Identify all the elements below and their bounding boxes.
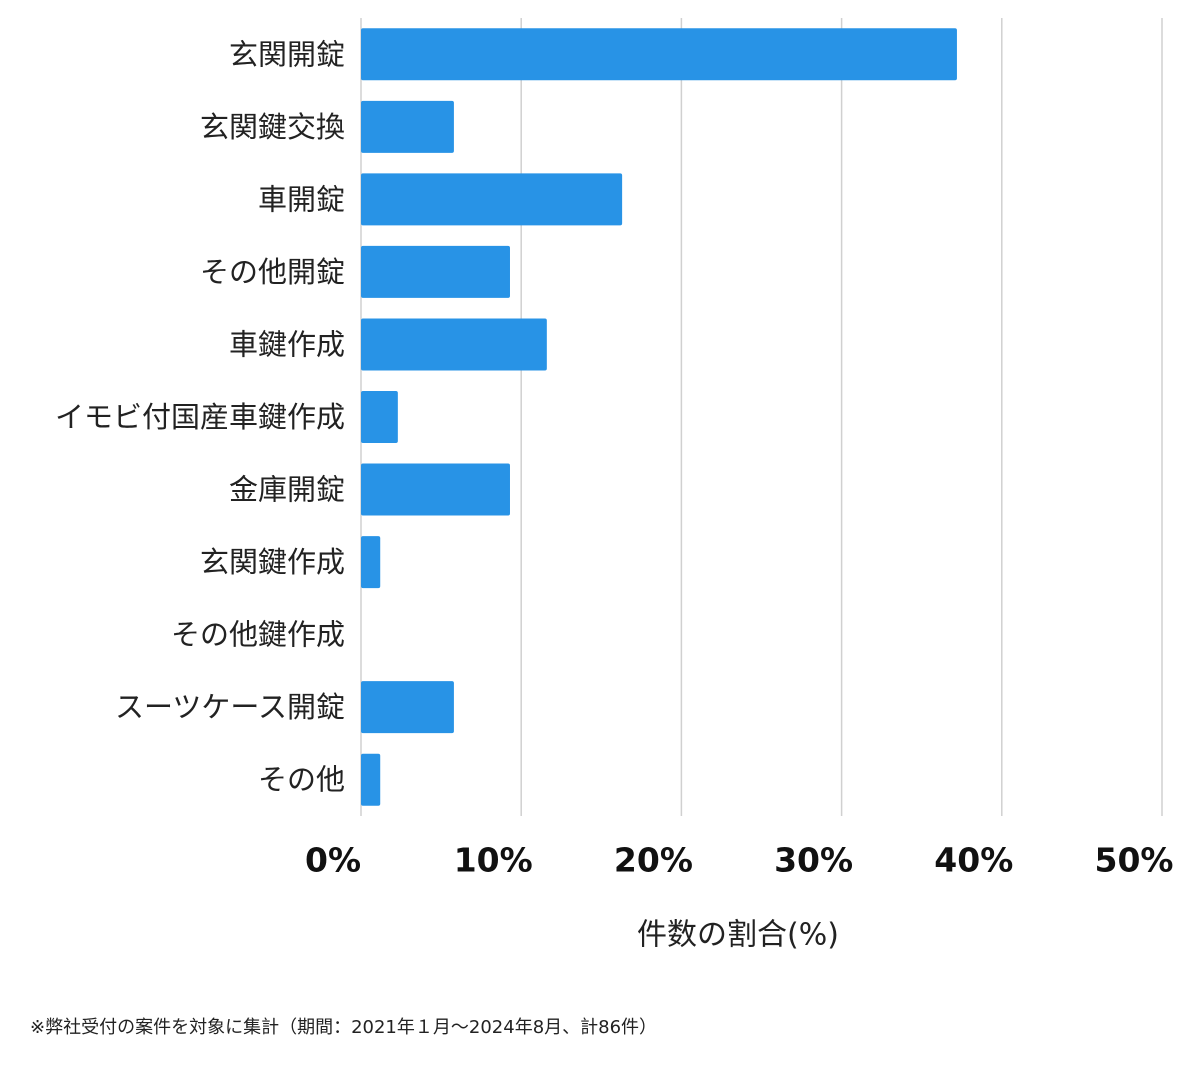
y-tick-label: その他開錠: [200, 255, 345, 289]
y-tick-label: 玄関鍵交換: [200, 110, 345, 144]
x-tick-label: 30%: [774, 841, 853, 880]
y-tick-label: 車鍵作成: [229, 327, 345, 361]
y-tick-label: その他: [258, 763, 345, 797]
bar: [361, 681, 454, 734]
x-tick-label: 50%: [1095, 841, 1174, 880]
bar: [361, 318, 547, 371]
footnote: ※弊社受付の案件を対象に集計（期間：2021年１月〜2024年8月、計86件）: [30, 1017, 657, 1038]
x-axis-title: 件数の割合(%): [637, 918, 839, 953]
bar: [361, 100, 454, 153]
y-tick-label: 金庫開錠: [229, 473, 345, 507]
x-tick-label: 0%: [305, 841, 361, 880]
bar: [361, 463, 510, 516]
bar: [361, 753, 381, 806]
bar: [361, 391, 398, 443]
y-tick-label: 玄関鍵作成: [200, 545, 345, 579]
bar: [361, 536, 381, 589]
y-tick-label: 車開錠: [258, 182, 345, 216]
y-tick-label: スーツケース開錠: [115, 690, 345, 724]
y-tick-label: その他鍵作成: [171, 618, 345, 652]
x-tick-label: 20%: [614, 841, 693, 880]
bar: [361, 28, 957, 81]
bar: [361, 173, 623, 226]
y-tick-label: イモビ付国産車鍵作成: [55, 400, 345, 434]
x-tick-label: 40%: [934, 841, 1013, 880]
bar: [361, 245, 510, 298]
x-tick-label: 10%: [454, 841, 533, 880]
y-tick-label: 玄関開錠: [229, 37, 345, 71]
